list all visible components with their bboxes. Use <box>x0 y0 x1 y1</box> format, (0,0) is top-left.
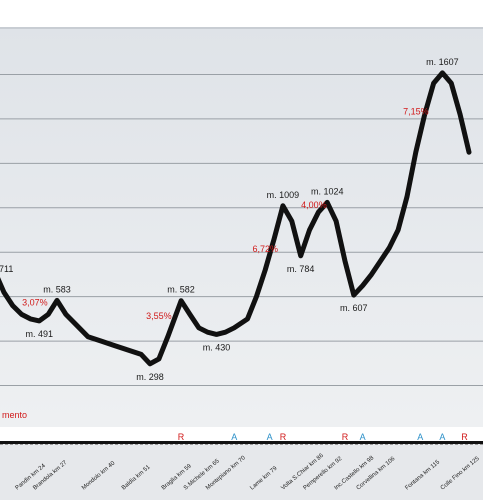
profile-point <box>264 268 267 272</box>
profile-point <box>450 82 453 85</box>
profile-point <box>55 299 59 302</box>
profile-point <box>281 204 285 207</box>
profile-point <box>100 339 103 343</box>
profile-point <box>29 317 32 321</box>
profile-point <box>441 71 444 75</box>
profile-point <box>255 295 258 298</box>
profile-point <box>299 254 302 257</box>
profile-point <box>157 357 161 361</box>
profile-point <box>224 331 227 334</box>
plot-area <box>0 27 483 427</box>
elevation-label: m. 1607 <box>426 57 459 67</box>
service-marker: A <box>231 432 237 442</box>
elevation-label: m. 298 <box>136 372 164 382</box>
elevation-label: m. 1024 <box>311 186 344 196</box>
gradient-label: 7,15% <box>403 106 429 116</box>
profile-point <box>64 313 68 316</box>
profile-point <box>334 219 338 223</box>
service-marker: A <box>417 432 423 442</box>
service-marker: R <box>178 432 185 442</box>
profile-point <box>126 348 130 352</box>
profile-point <box>46 313 50 316</box>
profile-point <box>148 362 152 365</box>
elevation-labels: 711 m. 491 m. 583 m. 298 m. 582 m. 430 m. 1009… <box>0 57 459 382</box>
elevation-label: m. 784 <box>287 264 315 274</box>
gradient-labels: 3,07% 3,55% 6,72% 4,00% 7,15% <box>22 106 428 320</box>
profile-point <box>458 113 462 116</box>
profile-point <box>179 299 183 302</box>
elevation-label: 711 <box>0 264 13 274</box>
profile-point <box>361 284 364 287</box>
plot-top-border <box>0 27 483 29</box>
grid-lines <box>0 73 483 387</box>
profile-point <box>405 195 409 198</box>
profile-point <box>38 319 41 323</box>
profile-point <box>20 313 23 316</box>
profile-point <box>2 291 6 294</box>
service-marker: R <box>461 432 468 442</box>
axis-band-top-line <box>0 441 483 444</box>
gradient-label: 4,00% <box>301 200 327 210</box>
profile-point <box>343 259 347 263</box>
profile-line-group <box>0 70 472 367</box>
service-marker: A <box>360 432 366 442</box>
service-marker: A <box>439 432 445 442</box>
profile-point <box>206 331 209 334</box>
profile-point <box>233 326 236 329</box>
profile-point <box>113 344 116 347</box>
gradient-label: 3,55% <box>146 311 172 321</box>
profile-point <box>423 113 426 116</box>
elevation-label: m. 491 <box>26 329 54 339</box>
profile-point <box>370 273 373 276</box>
profile-point <box>86 335 90 338</box>
elevation-label: m. 1009 <box>267 190 300 200</box>
elevation-label: m. 582 <box>167 285 195 295</box>
profile-point <box>11 304 14 307</box>
profile-point <box>246 317 249 321</box>
profile-point <box>432 82 435 85</box>
profile-point <box>139 353 143 356</box>
profile-point <box>73 322 76 325</box>
elevation-label: m. 430 <box>203 342 231 352</box>
profile-point <box>352 293 356 297</box>
legend-note: mento <box>2 410 27 420</box>
profile-point <box>166 335 169 338</box>
elevation-label: m. 583 <box>43 284 71 294</box>
service-marker: R <box>342 432 349 442</box>
profile-point <box>215 333 218 336</box>
profile-point <box>396 228 400 232</box>
gradient-label: 3,07% <box>22 298 48 308</box>
service-marker: A <box>267 432 273 442</box>
profile-point <box>317 211 320 214</box>
profile-point <box>308 228 311 232</box>
profile-point <box>197 326 200 329</box>
axis-band <box>0 441 483 500</box>
profile-point <box>290 219 293 223</box>
service-marker: R <box>280 432 287 442</box>
profile-point <box>326 201 329 204</box>
profile-point <box>379 259 382 263</box>
gradient-label: 6,72% <box>252 244 278 254</box>
elevation-label: m. 607 <box>340 303 368 313</box>
profile-point <box>388 246 391 249</box>
profile-point <box>188 313 192 316</box>
profile-point <box>467 151 471 154</box>
profile-point <box>414 151 418 154</box>
profile-point <box>272 237 276 241</box>
